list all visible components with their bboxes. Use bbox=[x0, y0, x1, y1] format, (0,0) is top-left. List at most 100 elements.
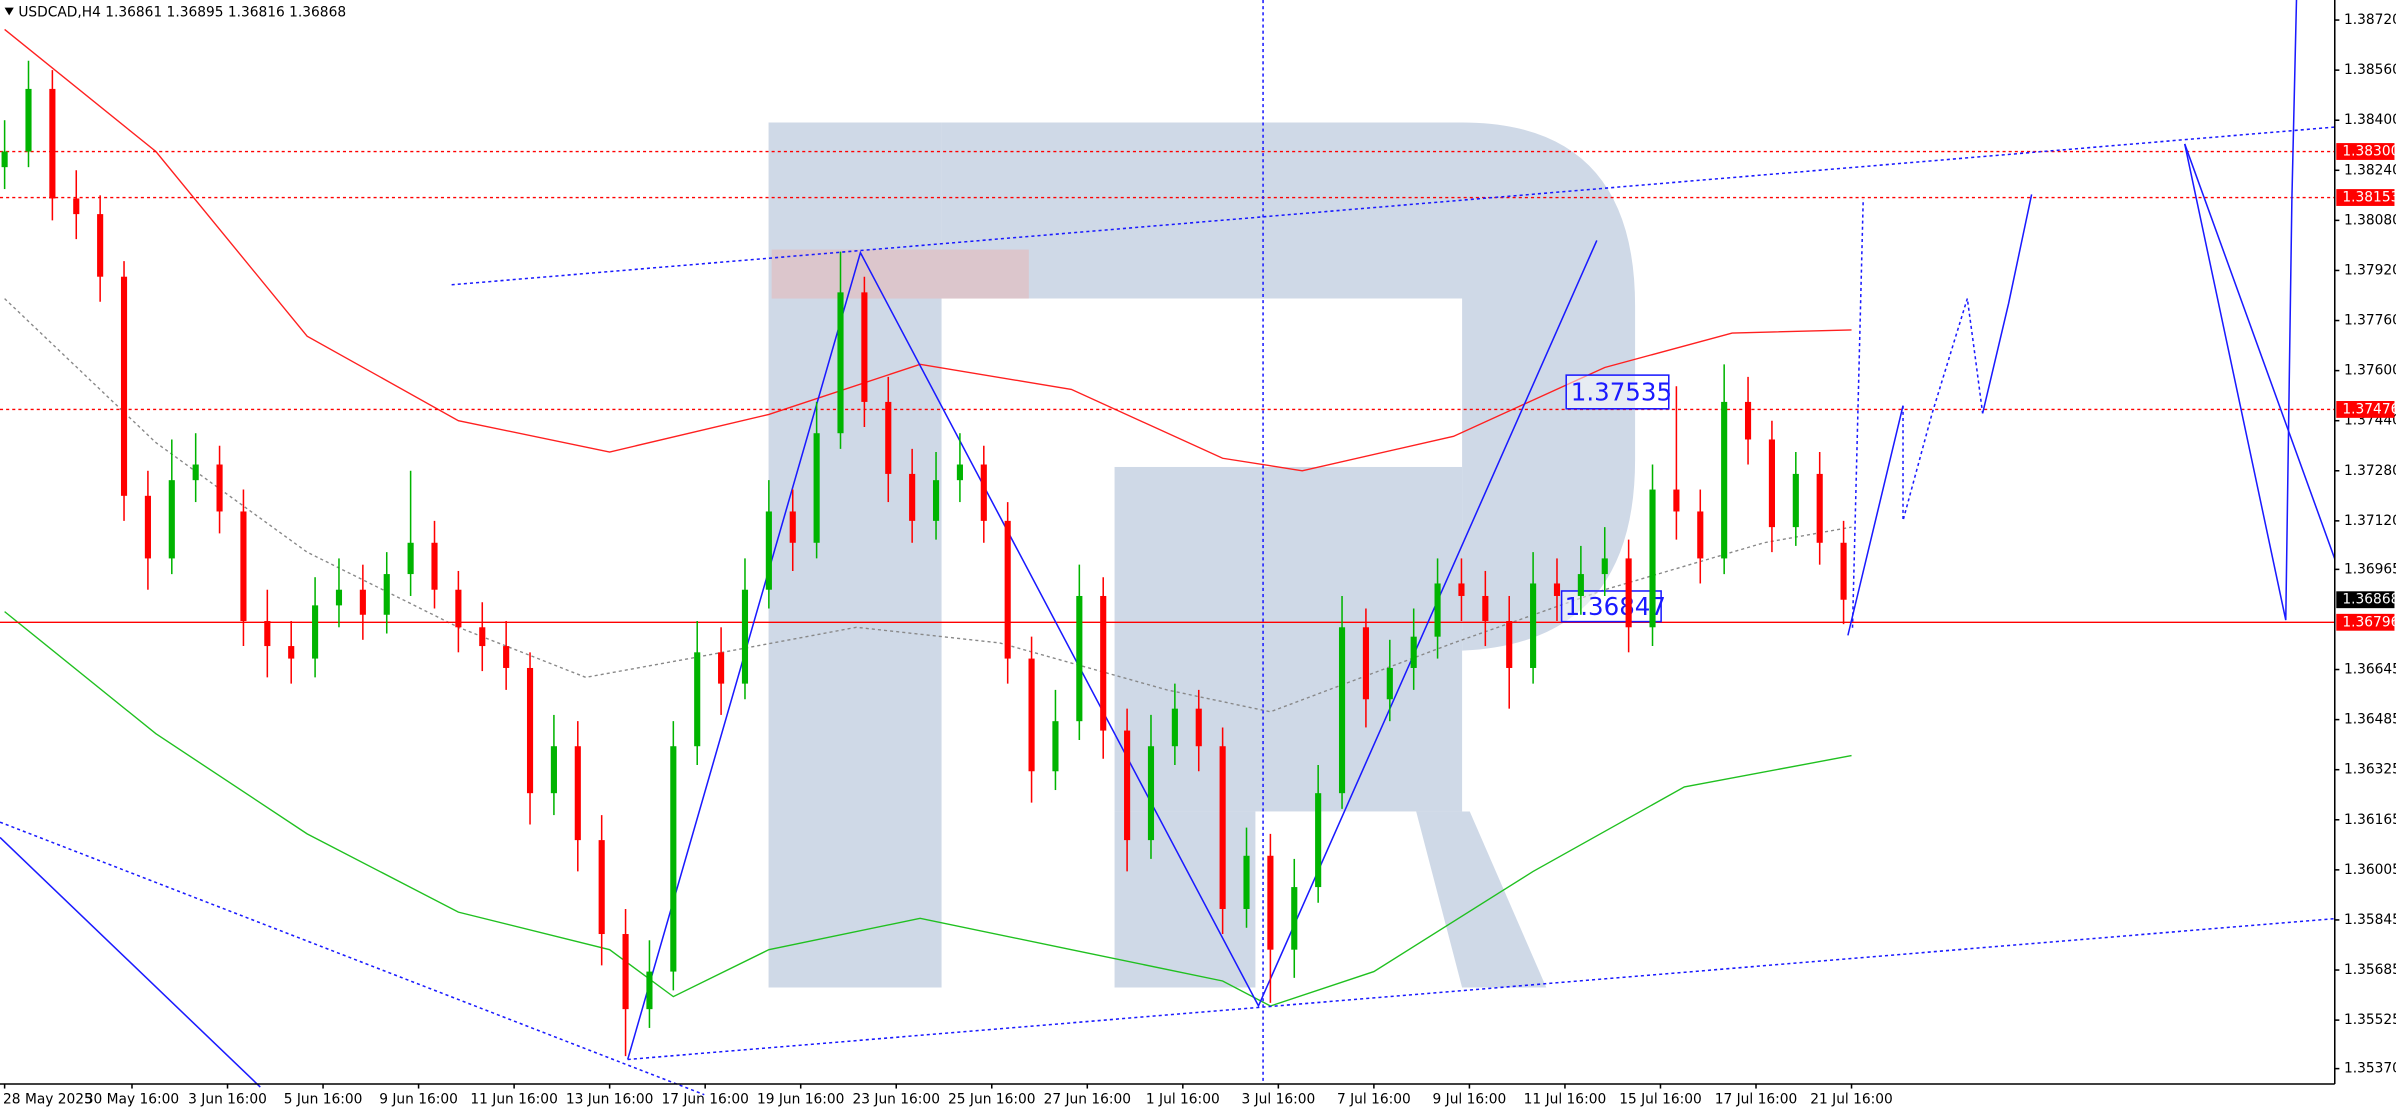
candle-body bbox=[1386, 667, 1393, 700]
x-tick-label: 11 Jul 16:00 bbox=[1524, 1091, 1607, 1107]
candle-body bbox=[1625, 558, 1632, 628]
price-level-box bbox=[2336, 143, 2395, 160]
candle-body bbox=[1291, 887, 1298, 950]
y-tick-label: 1.37600 bbox=[2344, 363, 2396, 379]
candle-body bbox=[1816, 473, 1823, 543]
candle-body bbox=[1147, 746, 1155, 841]
price-level-label: 1.36868 bbox=[2342, 592, 2396, 608]
candle-body bbox=[1338, 627, 1346, 794]
candle-body bbox=[1267, 855, 1274, 950]
candle-body bbox=[288, 646, 295, 659]
candle-body bbox=[1482, 595, 1489, 622]
chart-title: USDCAD,H4 1.36861 1.36895 1.36816 1.3686… bbox=[18, 4, 346, 20]
y-tick-label: 1.37760 bbox=[2344, 313, 2396, 329]
candle-body bbox=[49, 88, 56, 199]
y-tick-label: 1.36165 bbox=[2344, 812, 2396, 828]
y-tick-label: 1.35685 bbox=[2344, 962, 2396, 978]
x-tick-label: 19 Jun 16:00 bbox=[757, 1091, 844, 1107]
price-level-box bbox=[2336, 189, 2395, 206]
candle-body bbox=[598, 840, 605, 935]
candle-body bbox=[694, 652, 701, 747]
candle-body bbox=[1530, 583, 1537, 668]
candle-body bbox=[1792, 473, 1799, 528]
x-tick-label: 7 Jul 16:00 bbox=[1337, 1091, 1411, 1107]
annotation-label: 1.37535 bbox=[1571, 377, 1672, 406]
candle-body bbox=[718, 652, 725, 684]
x-tick-label: 17 Jun 16:00 bbox=[661, 1091, 748, 1107]
y-tick-label: 1.36005 bbox=[2344, 862, 2396, 878]
price-level-label: 1.38300 bbox=[2342, 144, 2396, 160]
candle-body bbox=[73, 198, 80, 215]
candle-body bbox=[1, 151, 8, 168]
candle-body bbox=[526, 667, 534, 794]
price-level-label: 1.36796 bbox=[2342, 614, 2396, 630]
candle-body bbox=[1434, 583, 1441, 637]
x-tick-label: 9 Jun 16:00 bbox=[379, 1091, 458, 1107]
price-level-box bbox=[2336, 613, 2395, 631]
candle-body bbox=[503, 646, 510, 668]
candle-body bbox=[813, 433, 820, 543]
candle-body bbox=[1124, 730, 1131, 841]
candle-body bbox=[1840, 542, 1847, 600]
candle-body bbox=[1171, 708, 1178, 747]
candle-body bbox=[1362, 627, 1369, 700]
candle-body bbox=[1768, 439, 1775, 528]
candle-body bbox=[885, 401, 892, 474]
candle-body bbox=[335, 589, 343, 606]
candle-body bbox=[383, 574, 390, 615]
x-tick-label: 28 May 2025 bbox=[3, 1091, 93, 1107]
candle-body bbox=[455, 589, 462, 628]
menu-arrow[interactable] bbox=[4, 7, 14, 16]
candle-body bbox=[1410, 636, 1417, 668]
y-tick-label: 1.35845 bbox=[2344, 912, 2396, 928]
candle-body bbox=[765, 511, 772, 590]
candle-body bbox=[1004, 520, 1011, 659]
y-tick-label: 1.37120 bbox=[2344, 513, 2396, 529]
candle-body bbox=[670, 746, 677, 972]
candle-body bbox=[1673, 489, 1680, 512]
candle-body bbox=[1100, 595, 1107, 731]
candle-body bbox=[240, 511, 247, 622]
candle-body bbox=[264, 621, 271, 647]
y-tick-label: 1.35525 bbox=[2344, 1012, 2396, 1028]
x-tick-label: 27 Jun 16:00 bbox=[1044, 1091, 1131, 1107]
price-level-label: 1.37476 bbox=[2342, 401, 2396, 417]
candle-body bbox=[216, 464, 223, 512]
y-tick-label: 1.37280 bbox=[2344, 463, 2396, 479]
x-tick-label: 25 Jun 16:00 bbox=[948, 1091, 1035, 1107]
candle-body bbox=[861, 292, 868, 402]
x-tick-label: 3 Jul 16:00 bbox=[1241, 1091, 1315, 1107]
y-tick-label: 1.38240 bbox=[2344, 162, 2396, 178]
candle-body bbox=[1577, 574, 1584, 596]
x-tick-label: 5 Jun 16:00 bbox=[284, 1091, 363, 1107]
y-tick-label: 1.38720 bbox=[2344, 12, 2396, 28]
candle-body bbox=[1601, 558, 1608, 575]
candle-body bbox=[1553, 583, 1561, 596]
candle-body bbox=[1076, 595, 1083, 722]
candle-body bbox=[479, 627, 486, 647]
candle-body bbox=[120, 276, 128, 496]
y-tick-label: 1.36965 bbox=[2344, 561, 2396, 577]
candle-body bbox=[25, 88, 32, 152]
candle-body bbox=[789, 511, 796, 543]
candle-body bbox=[956, 464, 963, 481]
candle-body bbox=[1697, 511, 1704, 559]
y-tick-label: 1.37920 bbox=[2344, 262, 2396, 278]
x-tick-label: 11 Jun 16:00 bbox=[470, 1091, 557, 1107]
candle-body bbox=[312, 605, 319, 659]
candle-body bbox=[1649, 489, 1656, 628]
candle-body bbox=[909, 473, 916, 521]
x-tick-label: 15 Jul 16:00 bbox=[1619, 1091, 1702, 1107]
y-tick-label: 1.38080 bbox=[2344, 212, 2396, 228]
candle-body bbox=[192, 464, 199, 481]
candle-body bbox=[407, 542, 414, 575]
x-tick-label: 23 Jun 16:00 bbox=[853, 1091, 940, 1107]
candle-body bbox=[1052, 721, 1059, 772]
x-tick-label: 17 Jul 16:00 bbox=[1715, 1091, 1798, 1107]
watermark bbox=[768, 122, 1636, 988]
candle-body bbox=[1458, 583, 1465, 596]
candle-body bbox=[1195, 708, 1202, 747]
candle-body bbox=[932, 480, 940, 521]
moving-average bbox=[4, 611, 1852, 1007]
